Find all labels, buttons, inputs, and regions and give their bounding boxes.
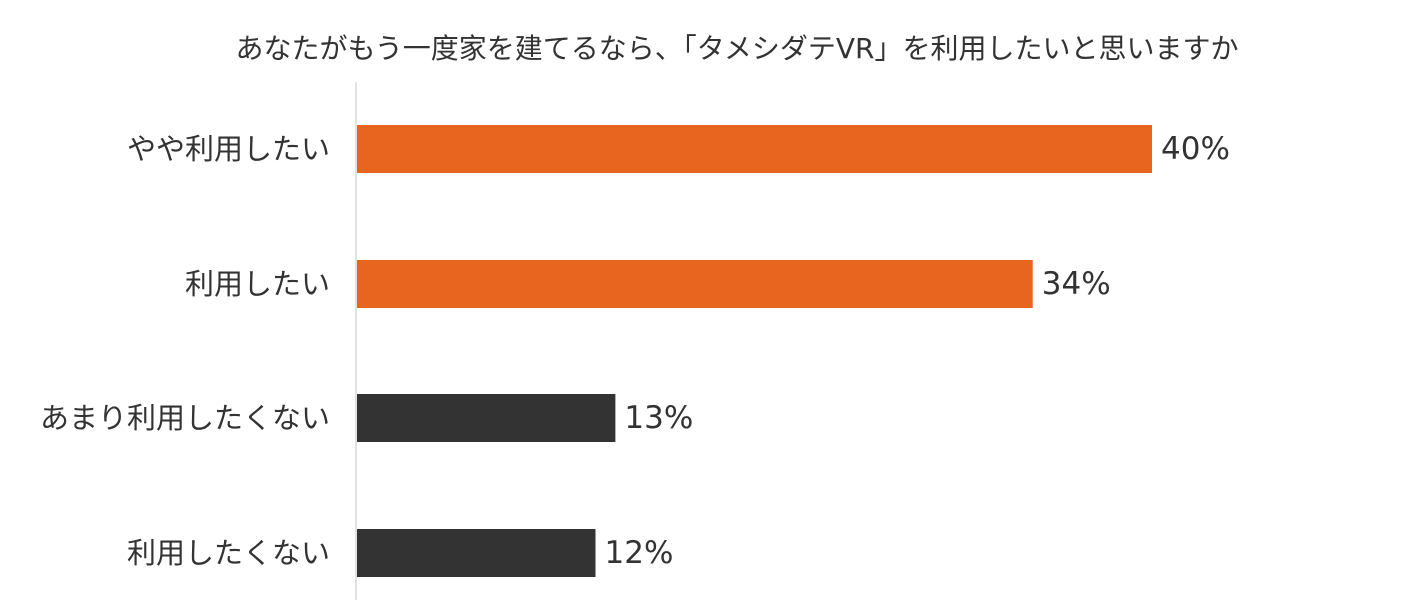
value-label-3: 13% xyxy=(624,400,693,436)
bar-1 xyxy=(357,125,1152,173)
bar-4 xyxy=(357,529,596,577)
value-label-1: 40% xyxy=(1161,131,1230,167)
bar-2 xyxy=(357,260,1033,308)
category-label-1: やや利用したい xyxy=(127,132,330,166)
category-label-3: あまり利用したくない xyxy=(40,401,330,435)
category-label-4: 利用したくない xyxy=(127,536,330,570)
value-label-2: 34% xyxy=(1042,266,1111,302)
category-label-2: 利用したい xyxy=(185,267,330,301)
chart-title: あなたがもう一度家を建てるなら、「タメシダテVR」を利用したいと思いますか xyxy=(236,32,1239,65)
bars-layer: やや利用したい 40% 利用したい 34% あまり利用したくない 13% 利用したくない 12… xyxy=(40,125,1230,577)
value-label-4: 12% xyxy=(605,535,674,571)
bar-3 xyxy=(357,394,616,442)
